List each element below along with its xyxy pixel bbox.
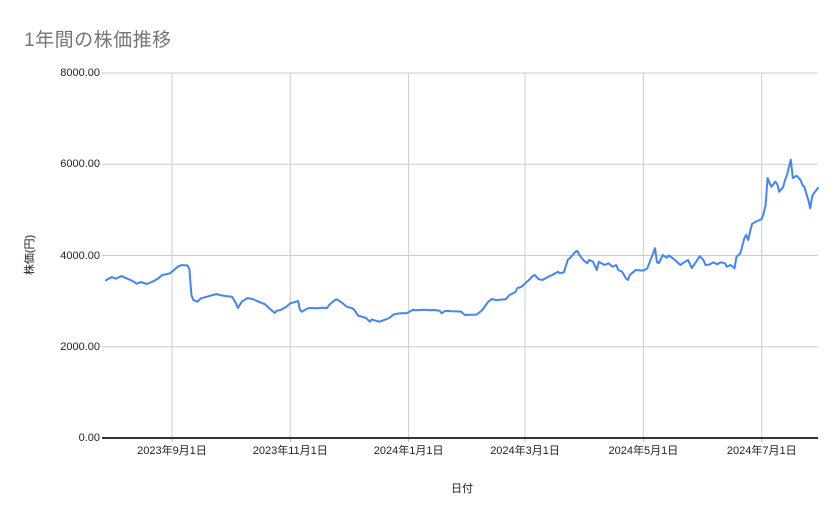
y-tick-label: 8000.00 — [60, 67, 100, 79]
y-tick-label: 4000.00 — [60, 249, 100, 262]
x-tick-label: 2024年5月1日 — [608, 445, 679, 457]
x-tick-label: 2023年9月1日 — [137, 445, 207, 457]
y-tick-label: 6000.00 — [60, 158, 100, 171]
x-tick-label: 2023年11月1日 — [252, 445, 328, 457]
y-axis-title: 株価(円) — [24, 234, 36, 276]
x-tick-label: 2024年3月1日 — [490, 445, 560, 457]
y-tick-label: 2000.00 — [60, 340, 100, 353]
x-axis-title: 日付 — [451, 483, 473, 495]
x-tick-label: 2024年7月1日 — [726, 445, 797, 457]
series-line — [105, 158, 819, 323]
x-tick-label: 2024年1月1日 — [373, 445, 444, 457]
chart-title: 1年間の株価推移 — [24, 30, 172, 51]
y-tick-label: 0.00 — [78, 432, 100, 444]
